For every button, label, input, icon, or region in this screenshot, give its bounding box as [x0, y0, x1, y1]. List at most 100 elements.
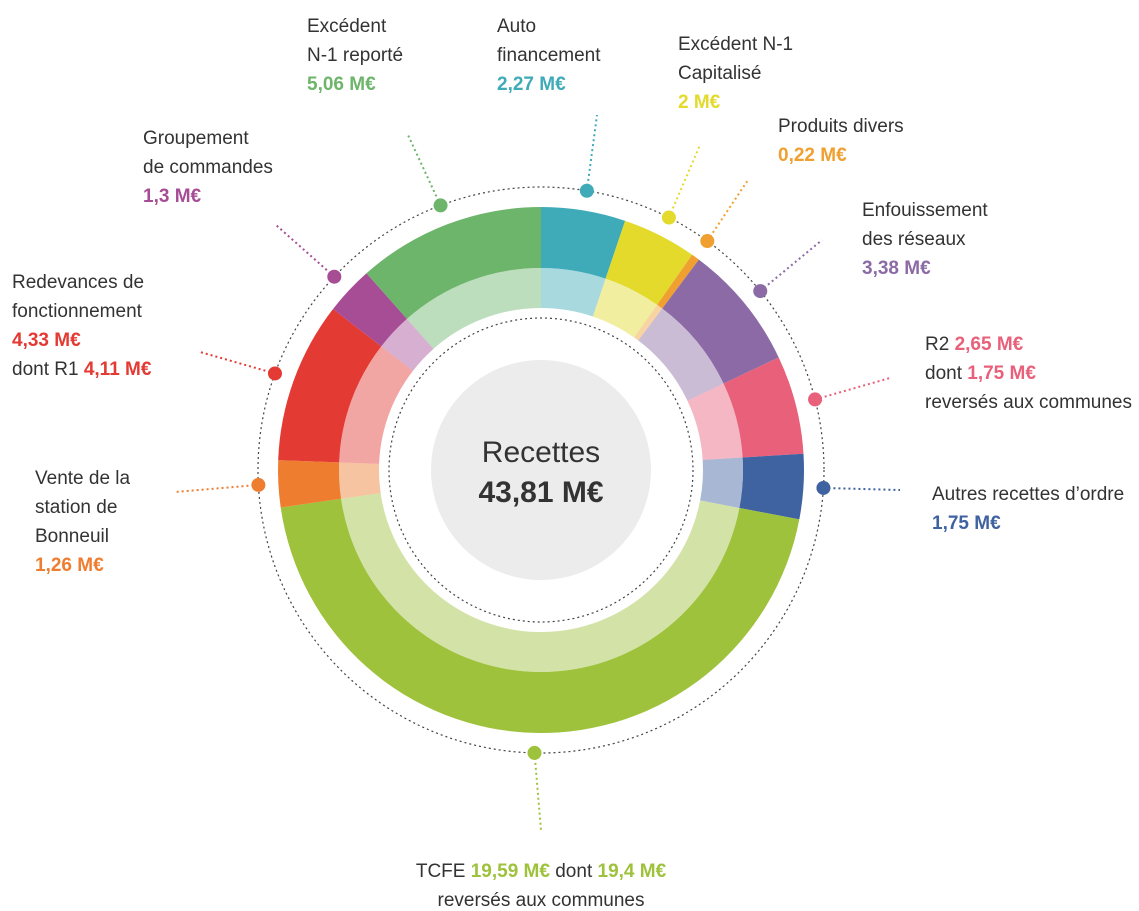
segment-label: Produits divers 0,22 M€ [778, 112, 904, 170]
donut-segment [541, 207, 626, 279]
donut-segment [723, 357, 804, 458]
leader-line [814, 377, 891, 401]
segment-value: 1,26 M€ [35, 555, 104, 576]
segment-label: Autres recettes d’ordre 1,75 M€ [932, 480, 1124, 538]
detail-value: 1,75 M€ [967, 363, 1036, 384]
segment-value: 3,38 M€ [862, 258, 931, 279]
leader-dot [267, 366, 282, 381]
segment-value: 1,3 M€ [143, 186, 202, 207]
donut-inner-segment [339, 346, 413, 464]
label-line: 1,3 M€ [143, 182, 273, 211]
donut-inner-segment [541, 268, 606, 317]
leader-dot [753, 284, 768, 299]
donut-inner-segment [339, 462, 381, 499]
segment-name: Auto financement [497, 16, 601, 66]
segment-label: R2 2,65 M€ dont 1,75 M€ reversés aux commu… [925, 330, 1132, 417]
label-line: Auto financement [497, 12, 601, 70]
segment-name: Produits divers [778, 116, 904, 137]
segment-value: 0,22 M€ [778, 145, 847, 166]
segment-value: 19,59 M€ [470, 861, 550, 882]
segment-label: Excédent N-1 reporté 5,06 M€ [307, 12, 403, 99]
label-line: TCFE 19,59 M€ dont 19,4 M€ [416, 857, 666, 886]
leader-line [533, 752, 542, 831]
center-disc [431, 360, 651, 580]
label-line: Enfouissement des réseaux [862, 196, 988, 254]
donut-segment [662, 259, 779, 384]
leader-line [275, 224, 335, 278]
leader-line [706, 179, 749, 242]
segment-value: 2 M€ [678, 92, 721, 113]
donut-segment [366, 207, 541, 319]
segment-name: Groupement de commandes [143, 128, 273, 178]
segment-label: Auto financement 2,27 M€ [497, 12, 601, 99]
donut-inner-segment [381, 318, 434, 371]
segment-value: 2,27 M€ [497, 74, 566, 95]
label-line: Excédent N-1 Capitalisé [678, 30, 793, 88]
leader-dot [433, 198, 448, 213]
segment-label: Enfouissement des réseaux 3,38 M€ [862, 196, 988, 283]
label-line: Autres recettes d’ordre [932, 480, 1124, 509]
leader-dot [527, 745, 542, 760]
leader-dot [661, 210, 676, 225]
segment-name: Excédent N-1 reporté [307, 16, 404, 66]
leader-line [823, 486, 901, 491]
segment-name: Enfouissement des réseaux [862, 200, 988, 250]
leader-line [199, 351, 276, 375]
donut-segment [278, 460, 342, 508]
donut-segment [278, 309, 382, 463]
segment-value: 4,33 M€ [12, 330, 81, 351]
leader-dot [700, 234, 715, 249]
donut-inner-segment [341, 493, 740, 672]
donut-segment [280, 498, 800, 734]
label-line: R2 2,65 M€ [925, 330, 1132, 359]
leader-dot [816, 480, 831, 495]
segment-name: Excédent N-1 Capitalisé [678, 34, 794, 84]
label-line: reversés aux communes [416, 886, 666, 911]
segment-label: TCFE 19,59 M€ dont 19,4 M€ reversés aux c… [416, 857, 666, 911]
leader-line [667, 144, 701, 218]
donut-inner-segment [592, 278, 658, 338]
label-line: reversés aux communes [925, 388, 1132, 417]
label-line: 2 M€ [678, 88, 793, 117]
segment-value: 2,65 M€ [954, 334, 1024, 355]
donut-segment [739, 453, 804, 520]
leader-dot [808, 392, 823, 407]
segment-value: 1,75 M€ [932, 513, 1001, 534]
segment-label: Vente de la station de Bonneuil 1,26 M€ [35, 464, 130, 580]
label-line: Vente de la station de Bonneuil [35, 464, 130, 551]
leader-line [174, 483, 259, 493]
leader-dot [327, 269, 342, 284]
label-line: 3,38 M€ [862, 254, 988, 283]
donut-segment [605, 220, 693, 305]
label-line: 4,33 M€ [12, 326, 151, 355]
inner-dotted-ring [388, 317, 694, 623]
segment-label: Redevances de fonctionnement 4,33 M€ dont … [12, 268, 151, 384]
label-line: Redevances de fonctionnement [12, 268, 151, 326]
label-line: 5,06 M€ [307, 70, 403, 99]
leader-dot [251, 477, 266, 492]
label-line: 1,75 M€ [932, 509, 1124, 538]
segment-name: Redevances de fonctionnement [12, 272, 145, 322]
label-line: dont R1 4,11 M€ [12, 355, 151, 384]
label-line: 2,27 M€ [497, 70, 601, 99]
label-line: Groupement de commandes [143, 124, 273, 182]
donut-inner-segment [634, 304, 663, 341]
segment-name: TCFE [415, 861, 466, 882]
segment-name: Autres recettes d’ordre [932, 484, 1125, 505]
donut-inner-segment [638, 308, 724, 401]
segment-name: R2 [925, 334, 950, 355]
chart-title: Recettes [482, 436, 600, 469]
outer-dotted-ring [257, 186, 825, 754]
label-line: Excédent N-1 reporté [307, 12, 403, 70]
segment-value: 5,06 M€ [307, 74, 376, 95]
detail-text: dont [925, 363, 962, 384]
detail-text: dont R1 [12, 359, 79, 380]
leader-line [759, 239, 823, 292]
donut-segment [657, 254, 699, 309]
donut-inner-segment [700, 457, 743, 508]
donut-segment [333, 273, 407, 347]
label-line: 1,26 M€ [35, 551, 130, 580]
segment-name: Vente de la station de Bonneuil [35, 468, 131, 547]
segment-label: Groupement de commandes 1,3 M€ [143, 124, 273, 211]
